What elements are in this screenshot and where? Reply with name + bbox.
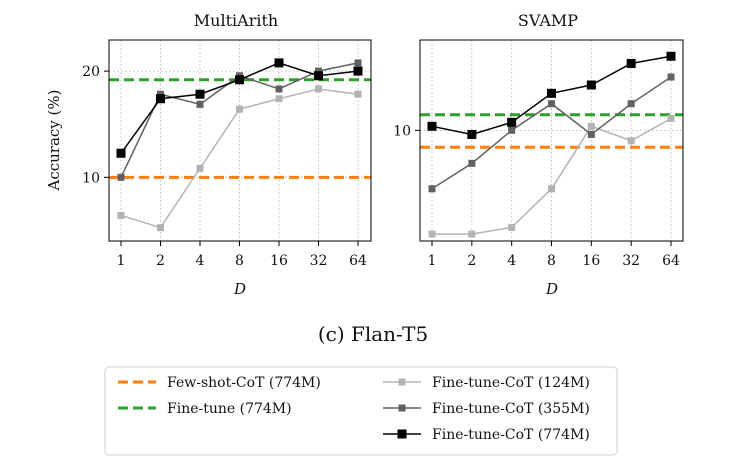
x-tick-label: 64	[662, 253, 680, 269]
legend-label: Fine-tune-CoT (355M)	[432, 401, 590, 417]
data-point	[195, 89, 205, 99]
data-point	[586, 80, 596, 90]
data-point	[548, 185, 555, 193]
legend-label: Few-shot-CoT (774M)	[167, 375, 321, 391]
data-point	[666, 51, 676, 61]
chart-panel-multiarith: MultiArith 1 2 4 8 16 32 64 10 20 D Accuracy (%)	[45, 11, 372, 298]
data-point	[275, 85, 283, 93]
legend-marker	[398, 378, 406, 386]
y-tick-label: 10	[82, 170, 100, 186]
data-point	[428, 185, 436, 193]
legend-label: Fine-tune-CoT (124M)	[432, 375, 590, 391]
data-point	[235, 75, 244, 85]
data-point	[196, 164, 204, 172]
data-point	[547, 88, 556, 98]
data-point	[548, 100, 555, 108]
plot-frame	[108, 39, 372, 242]
data-point	[507, 117, 517, 127]
data-point	[354, 59, 362, 67]
chart-title: SVAMP	[518, 11, 578, 30]
chart-title: MultiArith	[194, 11, 278, 30]
data-point	[508, 223, 516, 231]
data-point	[508, 126, 516, 134]
legend-marker	[397, 429, 407, 439]
data-point	[467, 129, 477, 139]
data-point	[275, 95, 283, 103]
x-axis-label: D	[233, 280, 246, 298]
data-point	[427, 121, 437, 131]
data-point	[196, 100, 204, 108]
y-tick-label: 20	[82, 64, 100, 80]
legend-box	[104, 366, 618, 456]
data-point	[354, 90, 362, 98]
x-axis-label: D	[545, 280, 558, 298]
x-tick-label: 4	[507, 253, 516, 269]
y-tick-label: 10	[393, 123, 411, 139]
x-tick-label: 8	[547, 253, 556, 269]
data-point	[314, 71, 323, 81]
data-point	[353, 66, 363, 76]
data-point	[315, 85, 322, 93]
x-tick-label: 16	[582, 253, 600, 269]
data-point	[117, 211, 125, 219]
legend-label: Fine-tune (774M)	[167, 401, 292, 417]
data-point	[274, 58, 284, 68]
legend: Few-shot-CoT (774M) Fine-tune (774M) Fine-…	[104, 366, 618, 456]
x-tick-label: 32	[622, 253, 640, 269]
x-tick-label: 2	[467, 253, 476, 269]
x-tick-label: 2	[156, 253, 165, 269]
data-point	[627, 100, 635, 108]
x-tick-label: 1	[117, 253, 126, 269]
y-axis-label: Accuracy (%)	[45, 89, 63, 191]
data-point	[116, 148, 126, 158]
data-point	[156, 94, 165, 104]
figure-caption: (c) Flan-T5	[318, 322, 428, 346]
x-tick-label: 1	[428, 253, 437, 269]
data-point	[587, 130, 595, 138]
chart-panel-svamp: SVAMP 1 2 4 8 16 32 64 10 D	[393, 11, 684, 298]
data-point	[157, 90, 164, 98]
data-point	[428, 230, 436, 238]
data-point	[157, 224, 164, 232]
legend-label: Fine-tune-CoT (774M)	[432, 427, 590, 443]
data-point	[315, 67, 322, 75]
x-tick-label: 64	[349, 253, 367, 269]
x-tick-label: 32	[310, 253, 328, 269]
data-point	[667, 115, 675, 123]
data-point	[587, 122, 595, 130]
x-tick-label: 16	[270, 253, 288, 269]
data-point	[236, 105, 243, 113]
data-point	[667, 73, 675, 81]
legend-marker	[398, 404, 406, 412]
x-tick-label: 8	[235, 253, 244, 269]
data-point	[626, 58, 636, 68]
data-point	[468, 230, 476, 238]
data-point	[627, 137, 635, 145]
x-tick-label: 4	[196, 253, 205, 269]
data-point	[117, 173, 125, 181]
data-point	[468, 159, 476, 167]
